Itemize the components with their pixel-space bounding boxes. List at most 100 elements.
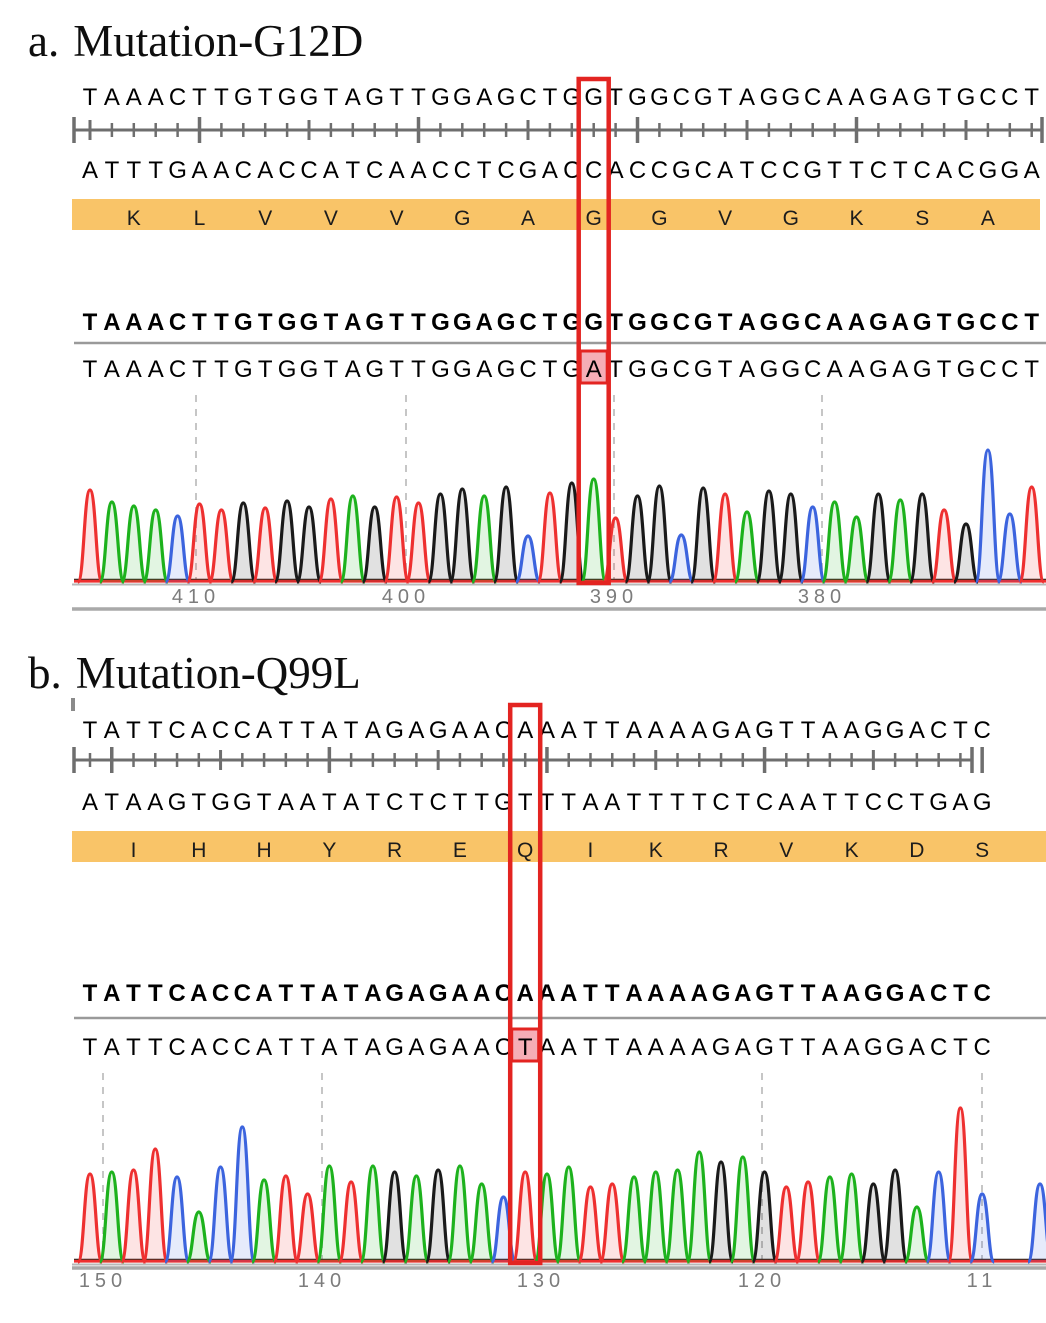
top-strand-base: G: [886, 717, 905, 744]
reference-base: A: [848, 309, 865, 336]
top-strand-base: A: [452, 717, 468, 744]
top-strand-base: T: [344, 717, 359, 744]
sample-base: G: [453, 356, 472, 383]
sample-base: T: [279, 1034, 294, 1061]
chromatogram-peak: [886, 498, 914, 584]
chromatogram-peak: [642, 1170, 670, 1264]
top-strand-base: A: [561, 717, 577, 744]
chromatogram-peak: [76, 488, 104, 584]
sample-base: T: [148, 1034, 163, 1061]
top-strand-base: T: [192, 84, 207, 111]
chromatogram-peak: [228, 1125, 256, 1264]
sample-base: A: [104, 1034, 120, 1061]
top-strand-base: G: [755, 717, 774, 744]
sample-base: C: [930, 1034, 947, 1061]
sample-base: G: [234, 356, 253, 383]
reference-base: G: [869, 309, 888, 336]
bottom-strand-base: T: [540, 789, 555, 816]
sample-base: C: [979, 356, 996, 383]
bottom-strand-base: G: [929, 789, 948, 816]
top-strand-base: A: [670, 717, 686, 744]
sample-base: A: [452, 1034, 468, 1061]
reference-base: A: [669, 980, 686, 1007]
sample-base: C: [495, 1034, 512, 1061]
top-strand-base: T: [583, 717, 598, 744]
chromatogram-peak: [685, 1150, 713, 1264]
chromatogram-peak: [98, 500, 126, 584]
reference-base: G: [755, 980, 774, 1007]
amino-acid-letter: D: [909, 839, 924, 862]
amino-acid-letter: I: [131, 839, 137, 862]
chromatogram-peak: [141, 1147, 169, 1264]
sample-base: C: [804, 356, 821, 383]
bottom-strand-base: A: [82, 157, 98, 184]
chromatogram-peak: [1026, 1182, 1046, 1264]
sample-base: A: [892, 356, 908, 383]
bottom-strand-base: C: [454, 157, 471, 184]
amino-acid-letter: V: [390, 207, 404, 230]
sample-base: T: [324, 356, 339, 383]
sample-base: G: [429, 1034, 448, 1061]
reference-base: T: [953, 980, 968, 1007]
bottom-strand-base: T: [844, 789, 859, 816]
reference-base: A: [321, 980, 338, 1007]
reference-base: T: [83, 309, 98, 336]
reference-base: G: [278, 309, 297, 336]
top-strand-base: C: [169, 84, 186, 111]
chromatogram-peak: [707, 1160, 735, 1264]
panel-a-label: a.: [28, 16, 59, 66]
top-strand-base: A: [345, 84, 361, 111]
panel-a-title-text: Mutation-G12D: [73, 16, 363, 66]
top-strand-base: G: [497, 84, 516, 111]
sample-base: C: [212, 1034, 229, 1061]
sample-base: A: [848, 356, 864, 383]
bottom-strand-base: C: [782, 157, 799, 184]
bottom-strand-base: C: [886, 789, 903, 816]
chromatogram-peak: [711, 492, 739, 584]
chromatogram-peak: [733, 510, 761, 584]
chromatogram-peak: [424, 1168, 452, 1264]
amino-acid-letter: V: [258, 207, 272, 230]
top-strand-base: G: [957, 84, 976, 111]
sample-base: G: [760, 356, 779, 383]
sample-base: A: [408, 1034, 424, 1061]
top-strand-base: A: [408, 717, 424, 744]
reference-base: T: [718, 309, 733, 336]
top-strand-base: T: [300, 717, 315, 744]
bottom-strand-base: A: [717, 157, 733, 184]
bottom-strand-base: T: [105, 157, 120, 184]
position-label: 150: [79, 1270, 127, 1292]
bottom-strand-base: A: [323, 157, 339, 184]
reference-base: T: [801, 980, 816, 1007]
reference-base: G: [864, 980, 883, 1007]
chromatogram-peak: [250, 1178, 278, 1264]
bottom-strand-base: T: [126, 157, 141, 184]
bottom-strand-base: C: [300, 157, 317, 184]
top-strand-base: T: [279, 717, 294, 744]
reference-base: T: [258, 309, 273, 336]
reference-base: G: [300, 309, 319, 336]
bottom-strand-base: A: [800, 789, 816, 816]
chromatogram-peak: [317, 497, 345, 584]
chromatogram-peak: [98, 1170, 126, 1264]
reference-base: G: [385, 980, 404, 1007]
reference-base: T: [779, 980, 794, 1007]
sample-base: A: [256, 1034, 272, 1061]
sample-base: T: [83, 1034, 98, 1061]
sample-base: T: [258, 356, 273, 383]
bottom-strand-base: G: [168, 157, 187, 184]
bottom-strand-base: G: [1000, 157, 1019, 184]
top-strand-base: A: [365, 717, 381, 744]
top-strand-base: A: [126, 84, 142, 111]
top-strand-base: T: [543, 84, 558, 111]
chromatogram-peak: [816, 1175, 844, 1264]
chromatogram-peak: [119, 1168, 148, 1264]
reference-base: A: [190, 980, 207, 1007]
chromatogram-peak: [864, 492, 893, 584]
reference-base: A: [408, 980, 425, 1007]
sample-base: C: [519, 356, 536, 383]
bottom-strand-base: A: [952, 789, 968, 816]
top-strand-base: T: [148, 717, 163, 744]
sample-base: G: [385, 1034, 404, 1061]
top-strand-base: G: [453, 84, 472, 111]
